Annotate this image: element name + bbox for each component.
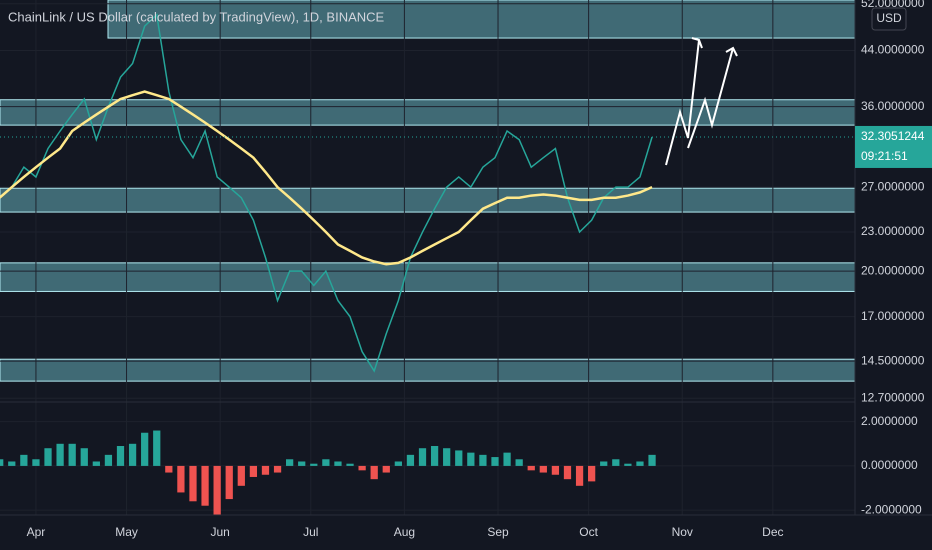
macd-bar [177,465,185,493]
macd-bar [225,465,233,500]
macd-bar [8,461,16,466]
macd-bar [443,448,451,466]
macd-bar [406,454,415,466]
y-tick-label: 23.0000000 [861,224,925,238]
x-tick-label: Nov [672,525,693,539]
plot [0,13,855,515]
macd-bar [636,461,644,466]
macd-bar [153,430,161,466]
macd-bar [612,459,620,466]
countdown: 09:21:51 [861,149,908,163]
macd-bar [165,465,173,473]
arrow-path [665,39,700,166]
macd-bar [189,465,197,502]
support-zone [0,99,856,126]
x-tick-label: Jun [210,525,229,539]
macd-bar [491,457,499,466]
x-tick-label: Apr [27,525,46,539]
macd-bar [286,459,294,466]
macd-bar [128,443,137,466]
currency: USD [876,11,902,25]
arrow-head [691,37,703,49]
macd-bar [527,465,535,471]
macd-bar [600,461,608,466]
macd-bar [430,446,439,466]
macd-bar [249,465,258,477]
y-tick-label: 2.0000000 [861,414,918,428]
support-zone [0,358,856,382]
macd-bar [20,454,28,466]
macd-bar [479,454,487,466]
macd-bar [56,443,64,466]
macd-bar [310,463,318,466]
y-tick-label: 0.0000000 [861,458,918,472]
support-zone [107,0,856,39]
macd-bar [334,461,342,466]
projection-arrows [665,37,738,166]
y-tick-label: 14.5000000 [861,353,925,367]
macd-bar [648,454,656,466]
macd-bar [346,463,354,466]
macd-bar [575,465,584,486]
macd-bar [201,465,209,506]
macd-bar [588,465,596,482]
macd-bar [104,454,113,466]
y-tick-label: 17.0000000 [861,309,925,323]
macd-bar [32,459,40,466]
y-tick-label: 52.0000000 [861,0,925,10]
macd-bar [370,465,378,480]
macd-bar [261,465,270,475]
x-tick-label: Dec [762,525,783,539]
macd-bar [0,459,4,466]
macd-bar [80,448,88,466]
macd-bar [273,465,282,473]
x-tick-label: Oct [579,525,598,539]
x-tick-label: Aug [394,525,415,539]
support-zone [0,262,856,292]
macd-bar [213,465,221,515]
arrow-path [687,47,734,149]
macd-bar [503,452,511,466]
chart-title: ChainLink / US Dollar (calculated by Tra… [8,9,385,24]
support-zone [0,187,856,213]
macd-bar [455,450,463,466]
x-tick-label: May [115,525,138,539]
macd-bar [44,448,52,466]
x-tick-label: Jul [303,525,318,539]
y-tick-label: 36.0000000 [861,99,925,113]
macd-bar [298,461,306,466]
macd-bar [92,461,100,466]
y-tick-label: 12.7000000 [861,390,925,404]
macd-bar [551,465,560,475]
last-price-box [855,125,932,168]
macd-bar [68,443,76,466]
y-tick-label: 27.0000000 [861,179,925,193]
macd-bar [539,465,547,473]
macd-bar [563,465,572,480]
price-line [0,90,653,266]
macd-bar [382,465,390,473]
x-tick-label: Sep [487,525,509,539]
arrow-head [725,46,738,57]
macd-bar [141,432,149,466]
last-price-label: 32.3051244 [861,129,925,143]
currency-badge [871,7,907,31]
macd-bar [515,459,523,466]
macd-bar [322,459,330,466]
macd-bar [394,461,402,466]
macd-bar [358,465,366,471]
macd-bar [237,465,245,486]
macd-bar [418,448,427,466]
macd-bar [467,452,475,466]
y-tick-label: 44.0000000 [861,43,925,57]
macd-bar [116,446,125,466]
axes: 52.0000000 44.0000000 36.0000000 27.0000000… [27,0,925,539]
macd-bar [624,463,632,466]
y-tick-label: -2.0000000 [861,502,922,516]
y-tick-label: 20.0000000 [861,263,925,277]
